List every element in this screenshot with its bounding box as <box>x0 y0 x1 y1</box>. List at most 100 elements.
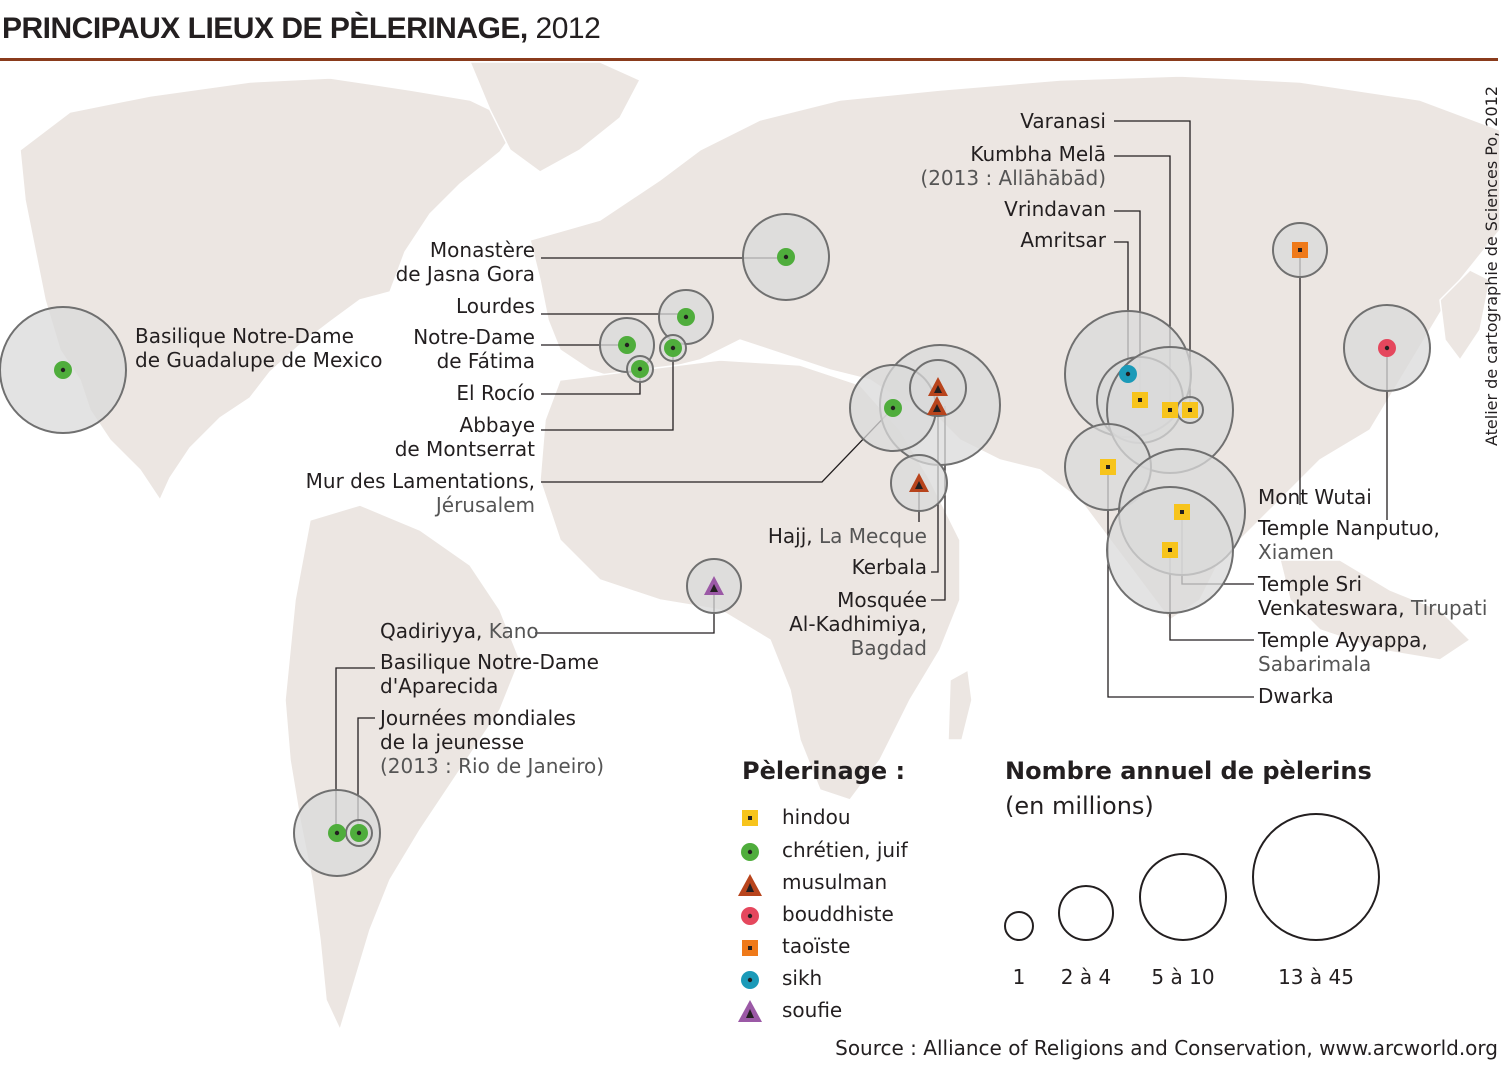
label-mecque-place: La Mecque <box>819 524 927 548</box>
symbol-amritsar <box>1119 365 1137 383</box>
label-kumbha: Kumbha Melā (2013 : Allāhābād) <box>920 142 1106 190</box>
label-varanasi-line1: Varanasi <box>1020 109 1106 133</box>
leader-jmj <box>357 717 375 832</box>
blue-circle-icon <box>741 971 759 989</box>
label-lourdes: Lourdes <box>456 294 535 318</box>
leader-aparecida <box>335 667 375 832</box>
symbol-kumbha <box>1162 402 1178 418</box>
label-nanputuo-line2: Xiamen <box>1258 540 1334 564</box>
label-kadhimiya-line2: Al-Kadhimiya, <box>789 612 927 636</box>
label-jmj-line2: de la jeunesse <box>380 730 525 754</box>
purple-triangle-icon <box>738 1000 762 1022</box>
label-kerbala-line1: Kerbala <box>851 555 927 579</box>
size-circle-13-45 <box>1252 813 1380 941</box>
symbol-mecque <box>909 473 929 492</box>
label-jerusalem-line2: Jérusalem <box>435 493 535 517</box>
label-tirupati-line2: Venkateswara, <box>1258 596 1405 620</box>
label-montserrat: Abbaye de Montserrat <box>395 413 535 461</box>
size-label-5-10: 5 à 10 <box>1151 965 1215 989</box>
label-kano-place: Kano <box>488 619 539 643</box>
label-montserrat-line2: de Montserrat <box>394 437 535 461</box>
land-japan <box>1439 269 1491 362</box>
map-title: PRINCIPAUX LIEUX DE PÈLERINAGE, 2012 <box>2 12 601 46</box>
symbol-lourdes <box>677 308 695 326</box>
legend-item-chretien: chrétien, juif <box>782 838 908 862</box>
label-lourdes-line1: Lourdes <box>456 294 535 318</box>
label-tirupati: Temple Sri Venkateswara, Tirupati <box>1258 572 1487 620</box>
label-mecque: Hajj, La Mecque <box>768 524 927 548</box>
size-legend-title: Nombre annuel de pèlerins <box>1005 757 1372 785</box>
label-jmj-line1: Journées mondiales <box>380 706 576 730</box>
brown-triangle-icon <box>738 874 762 896</box>
label-kadhimiya: Mosquée Al-Kadhimiya, Bagdad <box>789 588 927 660</box>
size-circle-1 <box>1004 911 1034 941</box>
label-jmj-line3: (2013 : Rio de Janeiro) <box>380 754 605 778</box>
symbol-kerbala <box>927 396 947 415</box>
land-south-america <box>284 504 521 1033</box>
title-rule <box>0 58 1498 61</box>
land-greenland <box>469 62 642 173</box>
symbol-jmj <box>350 824 368 842</box>
symbol-nanputuo <box>1378 339 1396 357</box>
site-symbols <box>54 242 1396 842</box>
size-label-13-45: 13 à 45 <box>1278 965 1354 989</box>
symbol-kano <box>704 576 724 595</box>
label-kadhimiya-line1: Mosquée <box>837 588 927 612</box>
label-tirupati-place: Tirupati <box>1410 596 1488 620</box>
label-jerusalem-line1: Mur des Lamentations, <box>305 469 535 493</box>
symbol-kadhimiya <box>928 377 948 396</box>
label-dwarka-line1: Dwarka <box>1258 684 1334 708</box>
size-label-1: 1 <box>1012 965 1026 989</box>
label-fatima-line2: de Fátima <box>436 349 535 373</box>
symbol-aparecida <box>328 824 346 842</box>
label-kerbala: Kerbala <box>852 555 927 579</box>
land-masses <box>19 62 1501 1033</box>
yellow-square-icon <box>742 810 758 826</box>
symbol-fatima <box>618 336 636 354</box>
size-circle-2-4 <box>1058 885 1114 941</box>
label-fatima-line1: Notre-Dame <box>413 325 535 349</box>
label-guadalupe: Basilique Notre-Dame de Guadalupe de Mexi… <box>135 324 383 372</box>
label-kano-name: Qadiriyya, <box>380 619 483 643</box>
label-sabarimala-line2: Sabarimala <box>1258 652 1372 676</box>
label-kumbha-line1: Kumbha Melā <box>970 142 1106 166</box>
leader-montserrat <box>541 348 674 431</box>
label-rocio: El Rocío <box>456 381 535 405</box>
label-kano: Qadiriyya, Kano <box>380 619 539 643</box>
symbol-sabarimala <box>1162 542 1178 558</box>
symbol-rocio <box>631 360 649 378</box>
red-circle-icon <box>741 907 759 925</box>
map-title-year: 2012 <box>535 12 601 45</box>
green-circle-icon <box>741 843 759 861</box>
label-nanputuo-line1: Temple Nanputuo, <box>1258 516 1440 540</box>
leader-kumbha <box>1114 155 1171 410</box>
label-amritsar: Amritsar <box>1020 228 1106 252</box>
symbol-varanasi <box>1182 402 1198 418</box>
label-montserrat-line1: Abbaye <box>459 413 535 437</box>
legend-item-sikh: sikh <box>782 966 823 990</box>
label-kadhimiya-line3: Bagdad <box>850 636 927 660</box>
land-se-asia-islands <box>1279 559 1472 661</box>
leader-varanasi <box>1114 120 1191 410</box>
world-map <box>0 62 1501 1033</box>
legend-item-musulman: musulman <box>782 870 888 894</box>
symbol-vrindavan <box>1132 392 1148 408</box>
credit-text: Atelier de cartographie de Sciences Po, … <box>1482 85 1501 446</box>
label-tirupati-line1: Temple Sri <box>1258 572 1362 596</box>
label-jasna-gora: Monastère de Jasna Gora <box>396 238 535 286</box>
legend-title: Pèlerinage : <box>742 757 906 785</box>
symbol-tirupati <box>1174 504 1190 520</box>
label-aparecida: Basilique Notre-Dame d'Aparecida <box>380 650 599 698</box>
label-guadalupe-line1: Basilique Notre-Dame <box>135 324 354 348</box>
label-aparecida-line2: d'Aparecida <box>380 674 499 698</box>
source-text: Source : Alliance of Religions and Conse… <box>835 1036 1498 1060</box>
label-varanasi: Varanasi <box>1020 109 1106 133</box>
label-fatima: Notre-Dame de Fátima <box>413 325 535 373</box>
label-jerusalem: Mur des Lamentations, Jérusalem <box>306 469 535 517</box>
label-jmj: Journées mondiales de la jeunesse (2013 : … <box>380 706 604 778</box>
symbol-wutai <box>1292 242 1308 258</box>
legend-item-bouddhiste: bouddhiste <box>782 902 894 926</box>
label-wutai: Mont Wutai <box>1258 485 1372 509</box>
size-label-2-4: 2 à 4 <box>1060 965 1112 989</box>
label-guadalupe-line2: de Guadalupe de Mexico <box>135 348 383 372</box>
